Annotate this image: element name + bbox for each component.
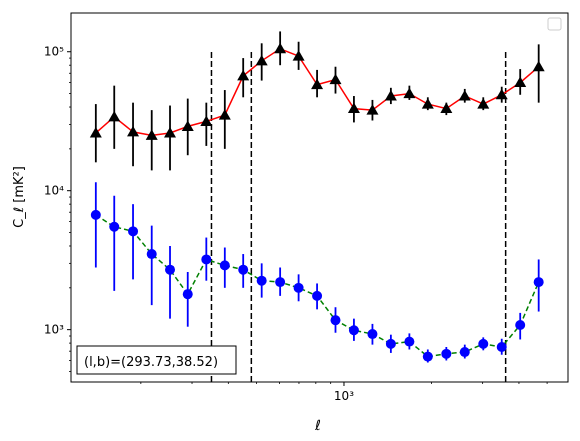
data-point-circle bbox=[496, 342, 507, 353]
data-point-triangle bbox=[292, 50, 305, 61]
data-point-circle bbox=[385, 338, 396, 349]
data-point-circle bbox=[330, 315, 341, 326]
data-point-triangle bbox=[532, 60, 545, 72]
annotation-border bbox=[76, 345, 237, 375]
data-point-triangle bbox=[145, 129, 158, 140]
data-point-circle bbox=[404, 336, 415, 347]
data-point-circle bbox=[109, 221, 120, 232]
data-point-triangle bbox=[366, 104, 379, 115]
data-point-triangle bbox=[218, 109, 231, 120]
data-point-circle bbox=[256, 275, 267, 286]
data-point-triangle bbox=[200, 115, 213, 126]
data-point-triangle bbox=[108, 110, 121, 122]
data-point-circle bbox=[441, 348, 452, 359]
data-point-circle bbox=[182, 289, 193, 300]
data-point-triangle bbox=[274, 42, 287, 54]
data-point-circle bbox=[348, 325, 359, 336]
data-point-triangle bbox=[477, 98, 490, 109]
annotation-text: (l,b)=(293.73,38.52) bbox=[84, 355, 218, 370]
data-point-triangle bbox=[255, 54, 268, 66]
data-point-triangle bbox=[181, 120, 194, 131]
data-point-circle bbox=[201, 254, 212, 265]
data-point-triangle bbox=[329, 73, 342, 85]
data-point-triangle bbox=[440, 102, 453, 114]
data-point-triangle bbox=[89, 127, 102, 138]
data-point-circle bbox=[275, 277, 286, 288]
data-point-triangle bbox=[403, 87, 416, 99]
data-point-triangle bbox=[164, 127, 177, 138]
axis-ticks: 10³ 10⁴ 10⁵ 10³ bbox=[44, 45, 548, 403]
data-point-circle bbox=[367, 329, 378, 340]
data-point-circle bbox=[312, 290, 323, 301]
data-point-circle bbox=[90, 209, 101, 220]
x-tick-label: 10³ bbox=[334, 389, 354, 403]
plot-area bbox=[89, 31, 545, 382]
data-point-triangle bbox=[127, 125, 140, 137]
data-point-triangle bbox=[421, 98, 434, 109]
legend-box bbox=[547, 17, 562, 31]
axes-frame bbox=[70, 12, 569, 383]
data-point-circle bbox=[293, 282, 304, 293]
data-point-triangle bbox=[347, 102, 360, 114]
x-axis-label: ℓ bbox=[314, 418, 321, 434]
data-point-triangle bbox=[384, 90, 397, 101]
data-point-circle bbox=[238, 264, 249, 275]
data-point-circle bbox=[459, 347, 470, 358]
data-point-circle bbox=[422, 351, 433, 362]
data-point-circle bbox=[515, 320, 526, 331]
data-point-circle bbox=[478, 338, 489, 349]
data-point-circle bbox=[533, 277, 544, 288]
series-1 bbox=[89, 31, 545, 171]
y-tick-label: 10⁴ bbox=[44, 184, 64, 198]
data-point-triangle bbox=[311, 78, 324, 90]
annotation-box: (l,b)=(293.73,38.52) bbox=[76, 345, 237, 375]
data-point-triangle bbox=[495, 88, 508, 100]
data-point-circle bbox=[165, 264, 176, 275]
data-point-triangle bbox=[237, 69, 250, 81]
data-point-triangle bbox=[458, 90, 471, 101]
data-point-triangle bbox=[514, 76, 527, 88]
y-tick-label: 10⁵ bbox=[44, 45, 64, 59]
data-point-circle bbox=[128, 226, 139, 237]
y-tick-label: 10³ bbox=[44, 323, 64, 337]
data-point-circle bbox=[146, 249, 157, 260]
series-2 bbox=[90, 182, 544, 363]
data-point-circle bbox=[219, 260, 230, 271]
y-axis-label: C_ℓ [mK²] bbox=[12, 166, 27, 228]
